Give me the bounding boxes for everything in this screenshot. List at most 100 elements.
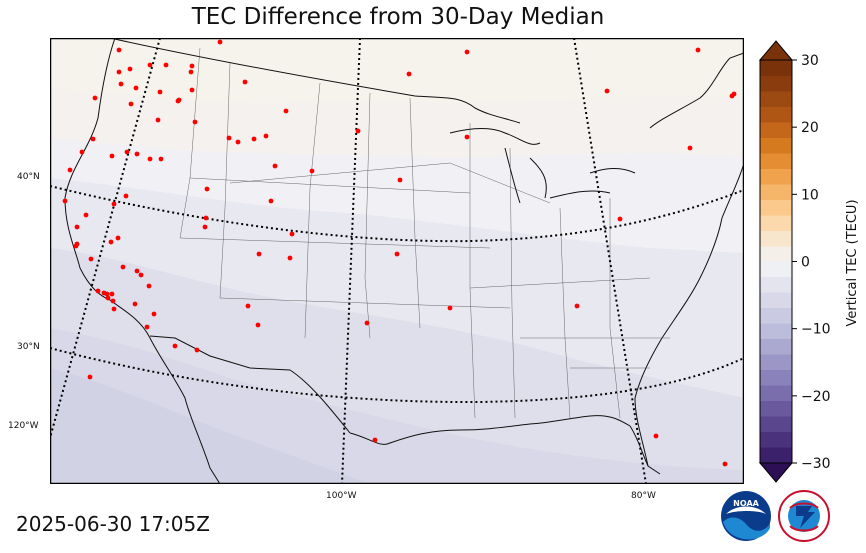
- colorbar-segment-positive: [760, 60, 792, 76]
- station-marker: [217, 39, 223, 45]
- colorbar-segment-positive: [760, 246, 792, 262]
- map-frame: [50, 38, 744, 484]
- lat-label-30n: 30°N: [17, 342, 40, 352]
- station-marker: [144, 324, 150, 330]
- station-marker: [110, 298, 116, 304]
- station-markers: [62, 39, 737, 467]
- lon-label-120w: 120°W: [8, 421, 39, 431]
- station-marker: [175, 98, 181, 104]
- colorbar-segment-positive: [760, 168, 792, 185]
- colorbar-segment-negative: [760, 261, 792, 278]
- station-marker: [115, 235, 121, 241]
- station-marker: [464, 134, 470, 140]
- agency-logos: NOAA: [721, 490, 830, 542]
- tec-band-north-warm: [50, 38, 744, 103]
- station-marker: [108, 239, 114, 245]
- colorbar-segment-negative: [760, 308, 792, 324]
- station-marker: [155, 117, 161, 123]
- station-marker: [118, 81, 124, 87]
- station-marker: [134, 151, 140, 157]
- colorbar-segment-negative: [760, 416, 792, 433]
- station-marker: [251, 136, 257, 142]
- chart-title: TEC Difference from 30-Day Median: [191, 4, 605, 30]
- station-marker: [87, 374, 93, 380]
- graticule-80w: [573, 38, 647, 484]
- canada-east-border: [649, 52, 744, 129]
- station-marker: [132, 301, 138, 307]
- station-marker: [189, 87, 195, 93]
- station-marker: [364, 320, 370, 326]
- station-marker: [202, 224, 208, 230]
- station-marker: [226, 135, 232, 141]
- colorbar-tick-label: 0: [801, 255, 810, 271]
- station-marker: [128, 101, 134, 107]
- graticule-30n: [50, 347, 744, 404]
- colorbar-tick-label: 30: [801, 53, 819, 69]
- station-marker: [574, 303, 580, 309]
- station-marker: [309, 168, 315, 174]
- station-marker: [272, 163, 278, 169]
- station-marker: [268, 198, 274, 204]
- station-marker: [372, 437, 378, 443]
- station-marker: [283, 108, 289, 114]
- lon-label-80w: 80°W: [631, 491, 656, 501]
- station-marker: [189, 63, 195, 69]
- station-marker: [263, 133, 269, 139]
- station-marker: [105, 295, 111, 301]
- station-marker: [255, 322, 261, 328]
- station-marker: [73, 243, 79, 249]
- colorbar-segment-positive: [760, 91, 792, 107]
- station-marker: [355, 128, 361, 134]
- station-marker: [256, 251, 262, 257]
- colorbar-segment-negative: [760, 401, 792, 417]
- station-marker: [90, 136, 96, 142]
- station-marker: [124, 149, 130, 155]
- graticule-100w: [341, 38, 361, 484]
- station-marker: [74, 224, 80, 230]
- colorbar-segment-positive: [760, 75, 792, 92]
- colorbar-segment-positive: [760, 106, 792, 123]
- station-marker: [242, 79, 248, 85]
- colorbar-segment-positive: [760, 153, 792, 169]
- station-marker: [289, 231, 295, 237]
- state-boundaries: [179, 47, 670, 419]
- station-marker: [617, 216, 623, 222]
- station-marker: [194, 347, 200, 353]
- svg-text:NOAA: NOAA: [733, 499, 759, 508]
- station-marker: [134, 268, 140, 274]
- station-marker: [109, 153, 115, 159]
- station-marker: [147, 156, 153, 162]
- station-marker: [127, 66, 133, 72]
- colorbar-tick-label: −20: [801, 389, 831, 405]
- station-marker: [146, 283, 152, 289]
- station-marker: [203, 215, 209, 221]
- tec-map: [50, 38, 744, 484]
- station-marker: [729, 93, 735, 99]
- west-coast: [64, 38, 221, 484]
- station-marker: [120, 264, 126, 270]
- station-marker: [133, 85, 139, 91]
- us-canada-border: [109, 38, 521, 124]
- station-marker: [62, 198, 68, 204]
- colorbar-label: Vertical TEC (TECU): [845, 199, 860, 326]
- station-marker: [104, 291, 110, 297]
- station-marker: [188, 69, 194, 75]
- colorbar-segment-positive: [760, 122, 792, 138]
- station-marker: [192, 119, 198, 125]
- colorbar-top-arrow: [758, 40, 794, 61]
- colorbar-segment-negative: [760, 432, 792, 448]
- noaa-logo: NOAA: [721, 491, 771, 541]
- station-marker: [604, 88, 610, 94]
- station-marker: [151, 311, 157, 317]
- station-marker: [83, 212, 89, 218]
- gulf-coast: [349, 415, 661, 475]
- colorbar-segment-negative: [760, 354, 792, 371]
- lat-label-40n: 40°N: [17, 172, 40, 182]
- station-marker: [116, 69, 122, 75]
- lon-label-100w: 100°W: [326, 491, 357, 501]
- station-marker: [245, 303, 251, 309]
- colorbar-segment-negative: [760, 339, 792, 355]
- station-marker: [397, 177, 403, 183]
- station-marker: [722, 461, 728, 467]
- colorbar-segment-positive: [760, 199, 792, 216]
